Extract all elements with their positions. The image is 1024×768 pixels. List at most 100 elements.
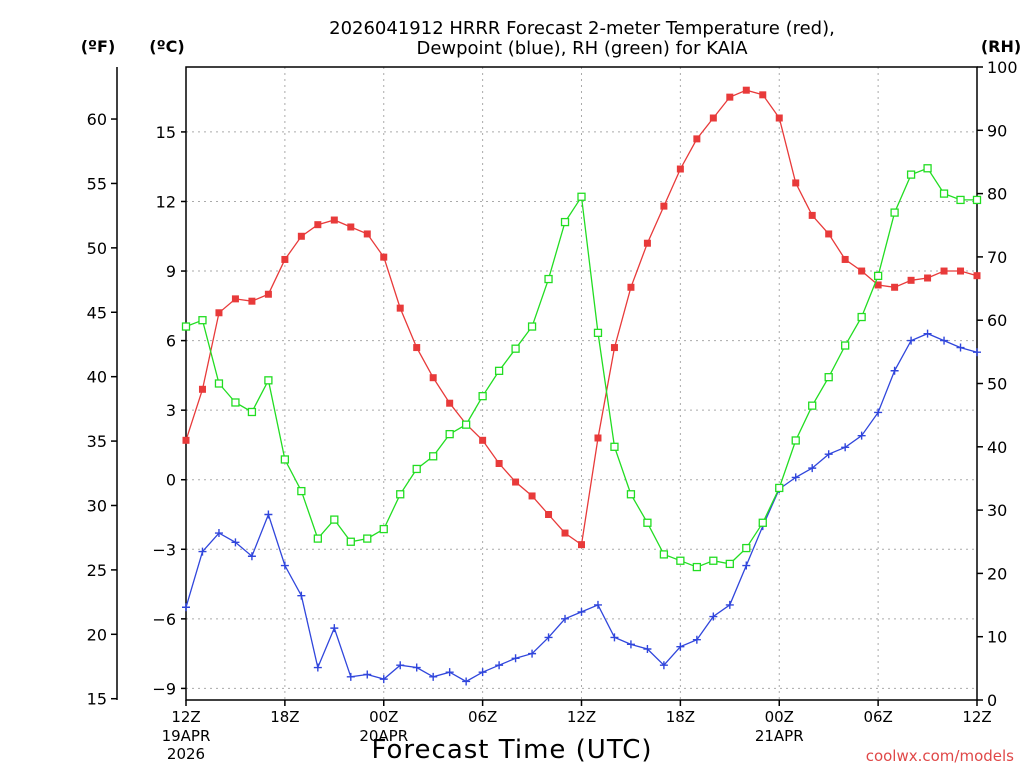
temperature-point	[396, 304, 404, 312]
temperature-point	[578, 541, 585, 549]
temperature-point	[709, 114, 717, 122]
dewpoint-point	[264, 510, 273, 519]
rh-point	[494, 366, 504, 375]
rh-tick-label: 40	[987, 438, 1007, 457]
rh-point	[247, 407, 257, 417]
x-tick-label: 12Z	[567, 708, 596, 726]
temperature-point	[808, 211, 816, 219]
x-tick-label: 06Z	[863, 708, 892, 726]
f-tick-label: 25	[87, 561, 107, 580]
rh-tick-label: 90	[987, 121, 1007, 140]
dewpoint-point	[692, 635, 701, 644]
c-tick-label: −9	[152, 679, 176, 698]
dewpoint-point	[940, 336, 949, 345]
rh-point	[461, 420, 471, 429]
dewpoint-point	[709, 612, 718, 621]
rh-point	[379, 524, 388, 534]
rh-point	[890, 208, 899, 217]
chart-title-line2: Dewpoint (blue), RH (green) for KAIA	[416, 38, 748, 59]
rh-tick-label: 80	[987, 185, 1007, 204]
temperature-point	[594, 434, 602, 442]
c-tick-label: 6	[166, 332, 176, 351]
dewpoint-point	[478, 668, 487, 677]
celsius-axis: −9 −6 −3 0 3 6 9 12 15	[152, 123, 186, 698]
c-tick-label: 0	[166, 471, 176, 490]
rh-point	[692, 562, 702, 572]
temperature-point	[561, 529, 569, 537]
rh-tick-label: 50	[987, 375, 1007, 394]
temperature-point	[297, 232, 305, 240]
rh-tick-label: 100	[987, 58, 1018, 77]
series-rh	[181, 164, 982, 572]
temperature-point	[479, 436, 487, 444]
rh-point	[544, 274, 553, 284]
rh-point	[560, 217, 570, 227]
rh-point	[412, 464, 421, 474]
rh-tick-label: 60	[987, 311, 1007, 330]
temperature-point	[825, 230, 833, 238]
rh-point	[478, 392, 487, 401]
plot-frame	[185, 66, 978, 701]
rh-point	[280, 455, 290, 464]
rh-point	[857, 312, 866, 322]
rh-point	[610, 442, 619, 451]
rh-point	[906, 170, 916, 179]
temperature-point	[792, 179, 800, 187]
rh-point	[972, 195, 982, 205]
rh-tick-label: 30	[987, 501, 1007, 520]
temperature-point	[495, 459, 503, 467]
series-dewpoint	[182, 329, 981, 686]
dewpoint-point	[445, 668, 454, 677]
temperature-point	[726, 93, 734, 101]
x-tick-label: 12Z	[171, 708, 200, 726]
x-axis-label: Forecast Time (UTC)	[371, 735, 652, 765]
f-tick-label: 55	[87, 174, 107, 193]
rh-point	[346, 537, 355, 546]
rh-point	[709, 556, 718, 565]
rh-point	[841, 341, 850, 350]
series-temperature	[182, 86, 981, 549]
temperature-point	[363, 230, 371, 238]
dewpoint-point	[857, 431, 866, 440]
temperature-point	[198, 385, 206, 393]
rh-point	[429, 452, 438, 461]
temperature-point	[874, 281, 882, 289]
dewpoint-point	[231, 538, 240, 547]
unit-label-fahrenheit: (ºF)	[81, 37, 116, 56]
rh-tick-label: 0	[987, 691, 997, 710]
dewpoint-point	[313, 663, 322, 672]
temperature-point	[973, 272, 981, 280]
temperature-point	[446, 399, 454, 407]
dewpoint-point	[676, 642, 685, 651]
dewpoint-point	[511, 654, 520, 663]
rh-point	[396, 490, 405, 499]
temperature-point	[248, 297, 256, 305]
rh-point	[873, 271, 883, 281]
rh-tick-label: 70	[987, 248, 1007, 267]
chart-title-line1: 2026041912 HRRR Forecast 2-meter Tempera…	[329, 18, 835, 39]
temperature-point	[841, 255, 849, 263]
temperature-point	[347, 223, 355, 231]
temperature-point	[676, 165, 684, 173]
fahrenheit-axis: 15 20 25 30 35 40 45 50 55 60	[87, 110, 117, 709]
dewpoint-point	[214, 529, 223, 538]
dewpoint-point	[973, 348, 981, 357]
x-tick-date-label: 2026	[167, 745, 205, 763]
dewpoint-point	[495, 661, 504, 670]
temperature-point	[957, 267, 965, 275]
dewpoint-point	[577, 607, 586, 616]
dewpoint-point	[742, 561, 751, 570]
dewpoint-point	[247, 552, 256, 561]
rh-point	[791, 436, 800, 445]
rh-point	[758, 518, 767, 527]
temperature-point	[627, 283, 635, 291]
rh-point	[330, 515, 339, 524]
temperature-point	[231, 295, 239, 303]
rh-point	[231, 398, 240, 407]
temperature-point	[330, 216, 338, 224]
rh-point	[297, 486, 306, 496]
dewpoint-point	[593, 600, 602, 609]
unit-label-celsius: (ºC)	[149, 37, 184, 56]
temperature-point	[775, 114, 783, 122]
